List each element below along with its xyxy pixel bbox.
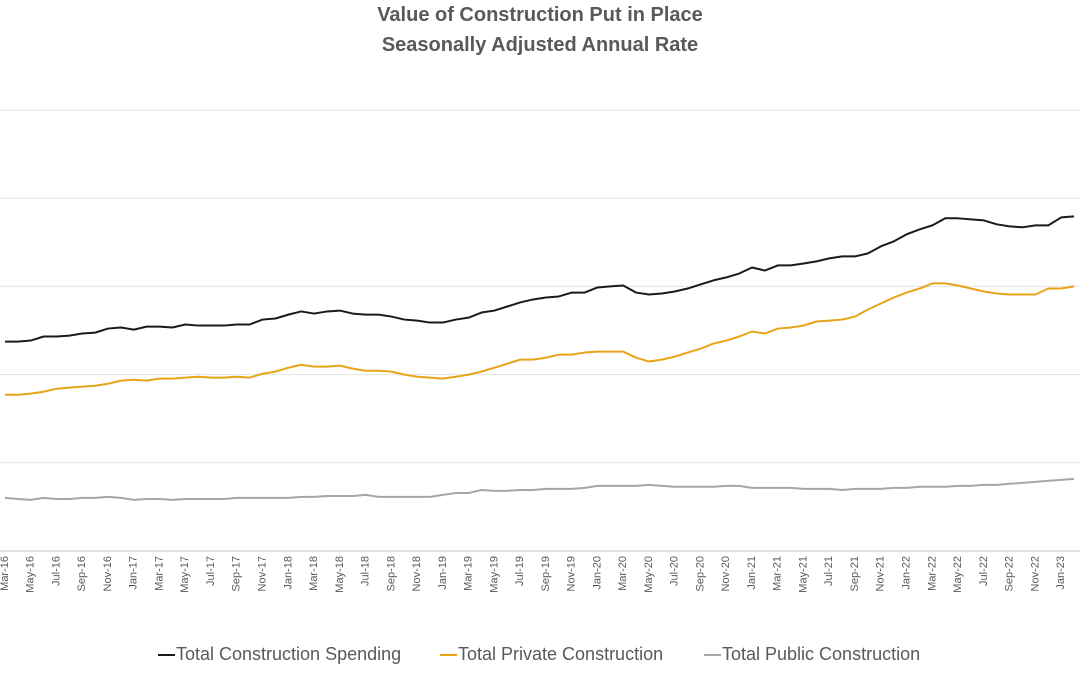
x-tick-label: May-16	[25, 556, 37, 593]
x-tick-label: Jul-20	[669, 556, 681, 586]
x-tick-label: Mar-17	[153, 556, 165, 591]
legend-label: Total Construction Spending	[176, 644, 401, 664]
x-tick-label: Jan-17	[128, 556, 140, 590]
x-tick-label: Mar-16	[0, 556, 11, 591]
x-tick-label: Mar-22	[926, 556, 938, 591]
legend-label: Total Public Construction	[722, 644, 920, 664]
x-tick-label: Jan-23	[1055, 556, 1067, 590]
chart-subtitle: Seasonally Adjusted Annual Rate	[382, 34, 698, 56]
x-tick-label: May-19	[488, 556, 500, 593]
x-tick-label: Nov-16	[102, 556, 114, 591]
x-tick-label: Mar-19	[463, 556, 475, 591]
x-tick-label: Nov-18	[411, 556, 423, 591]
x-tick-label: Nov-21	[875, 556, 887, 591]
x-tick-label: Nov-17	[257, 556, 269, 591]
x-tick-label: Sep-21	[849, 556, 861, 591]
x-tick-label: Jan-19	[437, 556, 449, 590]
x-tick-label: Sep-17	[231, 556, 243, 591]
x-tick-label: Mar-20	[617, 556, 629, 591]
x-tick-label: Jul-18	[360, 556, 372, 586]
x-tick-label: May-17	[179, 556, 191, 593]
x-tick-label: Jul-21	[823, 556, 835, 586]
x-tick-label: Jul-22	[978, 556, 990, 586]
x-tick-label: Jul-19	[514, 556, 526, 586]
x-tick-label: May-18	[334, 556, 346, 593]
x-tick-label: Sep-18	[385, 556, 397, 591]
x-tick-label: Jan-22	[901, 556, 913, 590]
series-line	[4, 477, 1075, 501]
x-tick-label: Jan-21	[746, 556, 758, 590]
legend-label: Total Private Construction	[458, 644, 663, 664]
x-tick-label: Sep-16	[76, 556, 88, 591]
x-tick-label: Nov-19	[566, 556, 578, 591]
x-tick-label: Sep-20	[694, 556, 706, 591]
x-tick-label: Nov-22	[1029, 556, 1041, 591]
x-tick-label: Mar-21	[772, 556, 784, 591]
x-tick-label: Nov-20	[720, 556, 732, 591]
chart-title: Value of Construction Put in Place	[377, 4, 703, 26]
x-tick-label: Mar-18	[308, 556, 320, 591]
x-tick-label: Sep-22	[1004, 556, 1016, 591]
x-tick-label: May-21	[797, 556, 809, 593]
x-tick-label: Jul-16	[50, 556, 62, 586]
x-tick-label: May-22	[952, 556, 964, 593]
series-line	[5, 282, 1075, 396]
x-tick-label: Jan-18	[282, 556, 294, 590]
x-tick-label: Jan-20	[591, 556, 603, 590]
x-tick-label: May-20	[643, 556, 655, 593]
series-line	[5, 215, 1075, 343]
x-tick-label: Sep-19	[540, 556, 552, 591]
x-tick-label: Jul-17	[205, 556, 217, 586]
